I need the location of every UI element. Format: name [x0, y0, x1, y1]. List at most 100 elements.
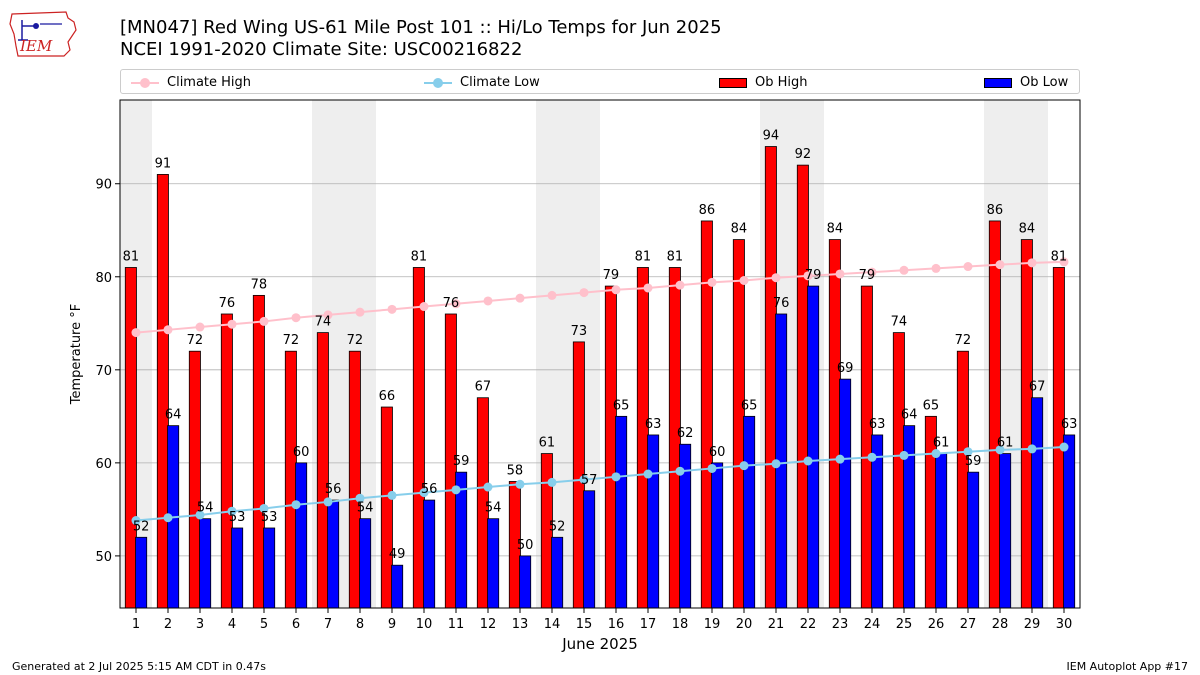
climate-high-point-day-21 [771, 273, 781, 283]
climate-low-point-day-23 [835, 454, 845, 464]
ob-low-label-day-1: 52 [133, 519, 150, 534]
ob-high-label-day-15: 73 [571, 324, 588, 339]
ob-low-bar-day-12 [487, 518, 500, 609]
chart-title: [MN047] Red Wing US-61 Mile Post 101 :: … [120, 17, 722, 38]
climate-low-point-day-1 [131, 516, 141, 526]
x-axis-label: June 2025 [561, 635, 638, 653]
ob-low-bar-day-20 [743, 415, 756, 609]
y-tick-label-90: 90 [95, 178, 112, 193]
ob-low-label-day-17: 63 [645, 417, 662, 432]
x-tick-label-8: 8 [356, 617, 364, 632]
climate-high-point-day-12 [483, 296, 493, 306]
ob-low-bar-day-29 [1031, 397, 1044, 609]
climate-low-point-day-30 [1059, 442, 1069, 452]
ob-high-bar-day-27 [956, 350, 969, 609]
climate-high-point-day-9 [387, 304, 397, 314]
climate-low-point-day-5 [259, 503, 269, 513]
climate-high-point-day-1 [131, 328, 141, 338]
climate-high-point-day-13 [515, 293, 525, 303]
x-tick-label-4: 4 [228, 617, 236, 632]
ob-high-bar-day-3 [188, 350, 201, 609]
ob-low-bar-day-3 [199, 518, 212, 609]
ob-low-label-day-5: 53 [261, 510, 278, 525]
legend-climate-low-marker [424, 77, 452, 88]
ob-low-label-day-19: 60 [709, 445, 726, 460]
climate-low-point-day-21 [771, 459, 781, 469]
x-tick-label-25: 25 [896, 617, 913, 632]
climate-high-point-day-23 [835, 269, 845, 279]
x-tick-label-21: 21 [768, 617, 785, 632]
climate-high-point-day-20 [739, 275, 749, 285]
legend-ob-high-swatch [719, 77, 747, 88]
ob-low-label-day-21: 76 [773, 296, 790, 311]
x-tick-label-9: 9 [388, 617, 396, 632]
ob-high-bar-day-9 [380, 406, 393, 609]
ob-high-label-day-5: 78 [251, 277, 268, 292]
ob-high-label-day-20: 84 [731, 222, 748, 237]
ob-low-label-day-28: 61 [997, 436, 1014, 451]
ob-low-bar-day-10 [423, 499, 436, 609]
ob-high-label-day-1: 81 [123, 249, 140, 264]
y-tick-label-70: 70 [95, 364, 112, 379]
x-tick-label-24: 24 [864, 617, 881, 632]
ob-low-label-day-4: 53 [229, 510, 246, 525]
ob-high-label-day-10: 81 [411, 249, 428, 264]
legend-ob-high: Ob High [719, 70, 808, 95]
ob-high-bar-day-21 [764, 146, 777, 609]
ob-low-label-day-30: 63 [1061, 417, 1078, 432]
ob-high-label-day-2: 91 [155, 156, 172, 171]
climate-low-point-day-12 [483, 482, 493, 492]
climate-high-point-day-18 [675, 280, 685, 290]
ob-low-bar-day-28 [999, 453, 1012, 609]
x-tick-label-2: 2 [164, 617, 172, 632]
climate-high-point-day-7 [323, 310, 333, 320]
x-tick-label-29: 29 [1024, 617, 1041, 632]
ob-high-bar-day-23 [828, 239, 841, 609]
ob-high-label-day-14: 61 [539, 436, 556, 451]
climate-high-point-day-3 [195, 322, 205, 332]
ob-high-label-day-16: 79 [603, 268, 620, 283]
ob-high-bar-day-24 [860, 285, 873, 609]
climate-low-point-day-24 [867, 452, 877, 462]
x-tick-label-30: 30 [1056, 617, 1073, 632]
climate-low-point-day-13 [515, 479, 525, 489]
ob-low-label-day-12: 54 [485, 501, 502, 516]
climate-low-point-day-8 [355, 493, 365, 503]
x-tick-label-11: 11 [448, 617, 465, 632]
climate-high-point-day-14 [547, 290, 557, 300]
climate-low-point-day-16 [611, 472, 621, 482]
x-tick-label-23: 23 [832, 617, 849, 632]
y-tick-label-50: 50 [95, 550, 112, 565]
ob-high-label-day-18: 81 [667, 249, 684, 264]
legend-climate-high-label: Climate High [167, 75, 252, 90]
x-tick-label-18: 18 [672, 617, 689, 632]
climate-high-point-day-19 [707, 277, 717, 287]
ob-low-bar-day-9 [391, 564, 404, 609]
ob-low-label-day-3: 54 [197, 501, 214, 516]
ob-high-bar-day-7 [316, 332, 329, 609]
ob-low-label-day-16: 65 [613, 398, 630, 413]
climate-low-point-day-27 [963, 447, 973, 457]
climate-high-point-day-29 [1027, 258, 1037, 268]
ob-high-label-day-13: 58 [507, 463, 524, 478]
ob-low-bar-day-7 [327, 499, 340, 609]
ob-high-bar-day-2 [156, 174, 169, 609]
legend-ob-low-swatch [984, 77, 1012, 88]
legend-climate-high-marker [131, 77, 159, 88]
ob-high-bar-day-4 [220, 313, 233, 609]
climate-low-point-day-26 [931, 449, 941, 459]
ob-low-label-day-25: 64 [901, 408, 918, 423]
climate-high-point-day-10 [419, 302, 429, 312]
ob-low-bar-day-27 [967, 471, 980, 609]
ob-high-bar-day-10 [412, 267, 425, 609]
x-tick-label-16: 16 [608, 617, 625, 632]
legend-climate-high: Climate High [131, 70, 251, 95]
ob-low-label-day-9: 49 [389, 547, 406, 562]
iem-logo: IEM [9, 11, 77, 57]
ob-low-label-day-22: 79 [805, 268, 822, 283]
ob-high-label-day-21: 94 [763, 129, 780, 144]
chart-subtitle: NCEI 1991-2020 Climate Site: USC00216822 [120, 39, 523, 60]
plot-frame [119, 99, 1081, 609]
climate-low-point-day-2 [163, 513, 173, 523]
